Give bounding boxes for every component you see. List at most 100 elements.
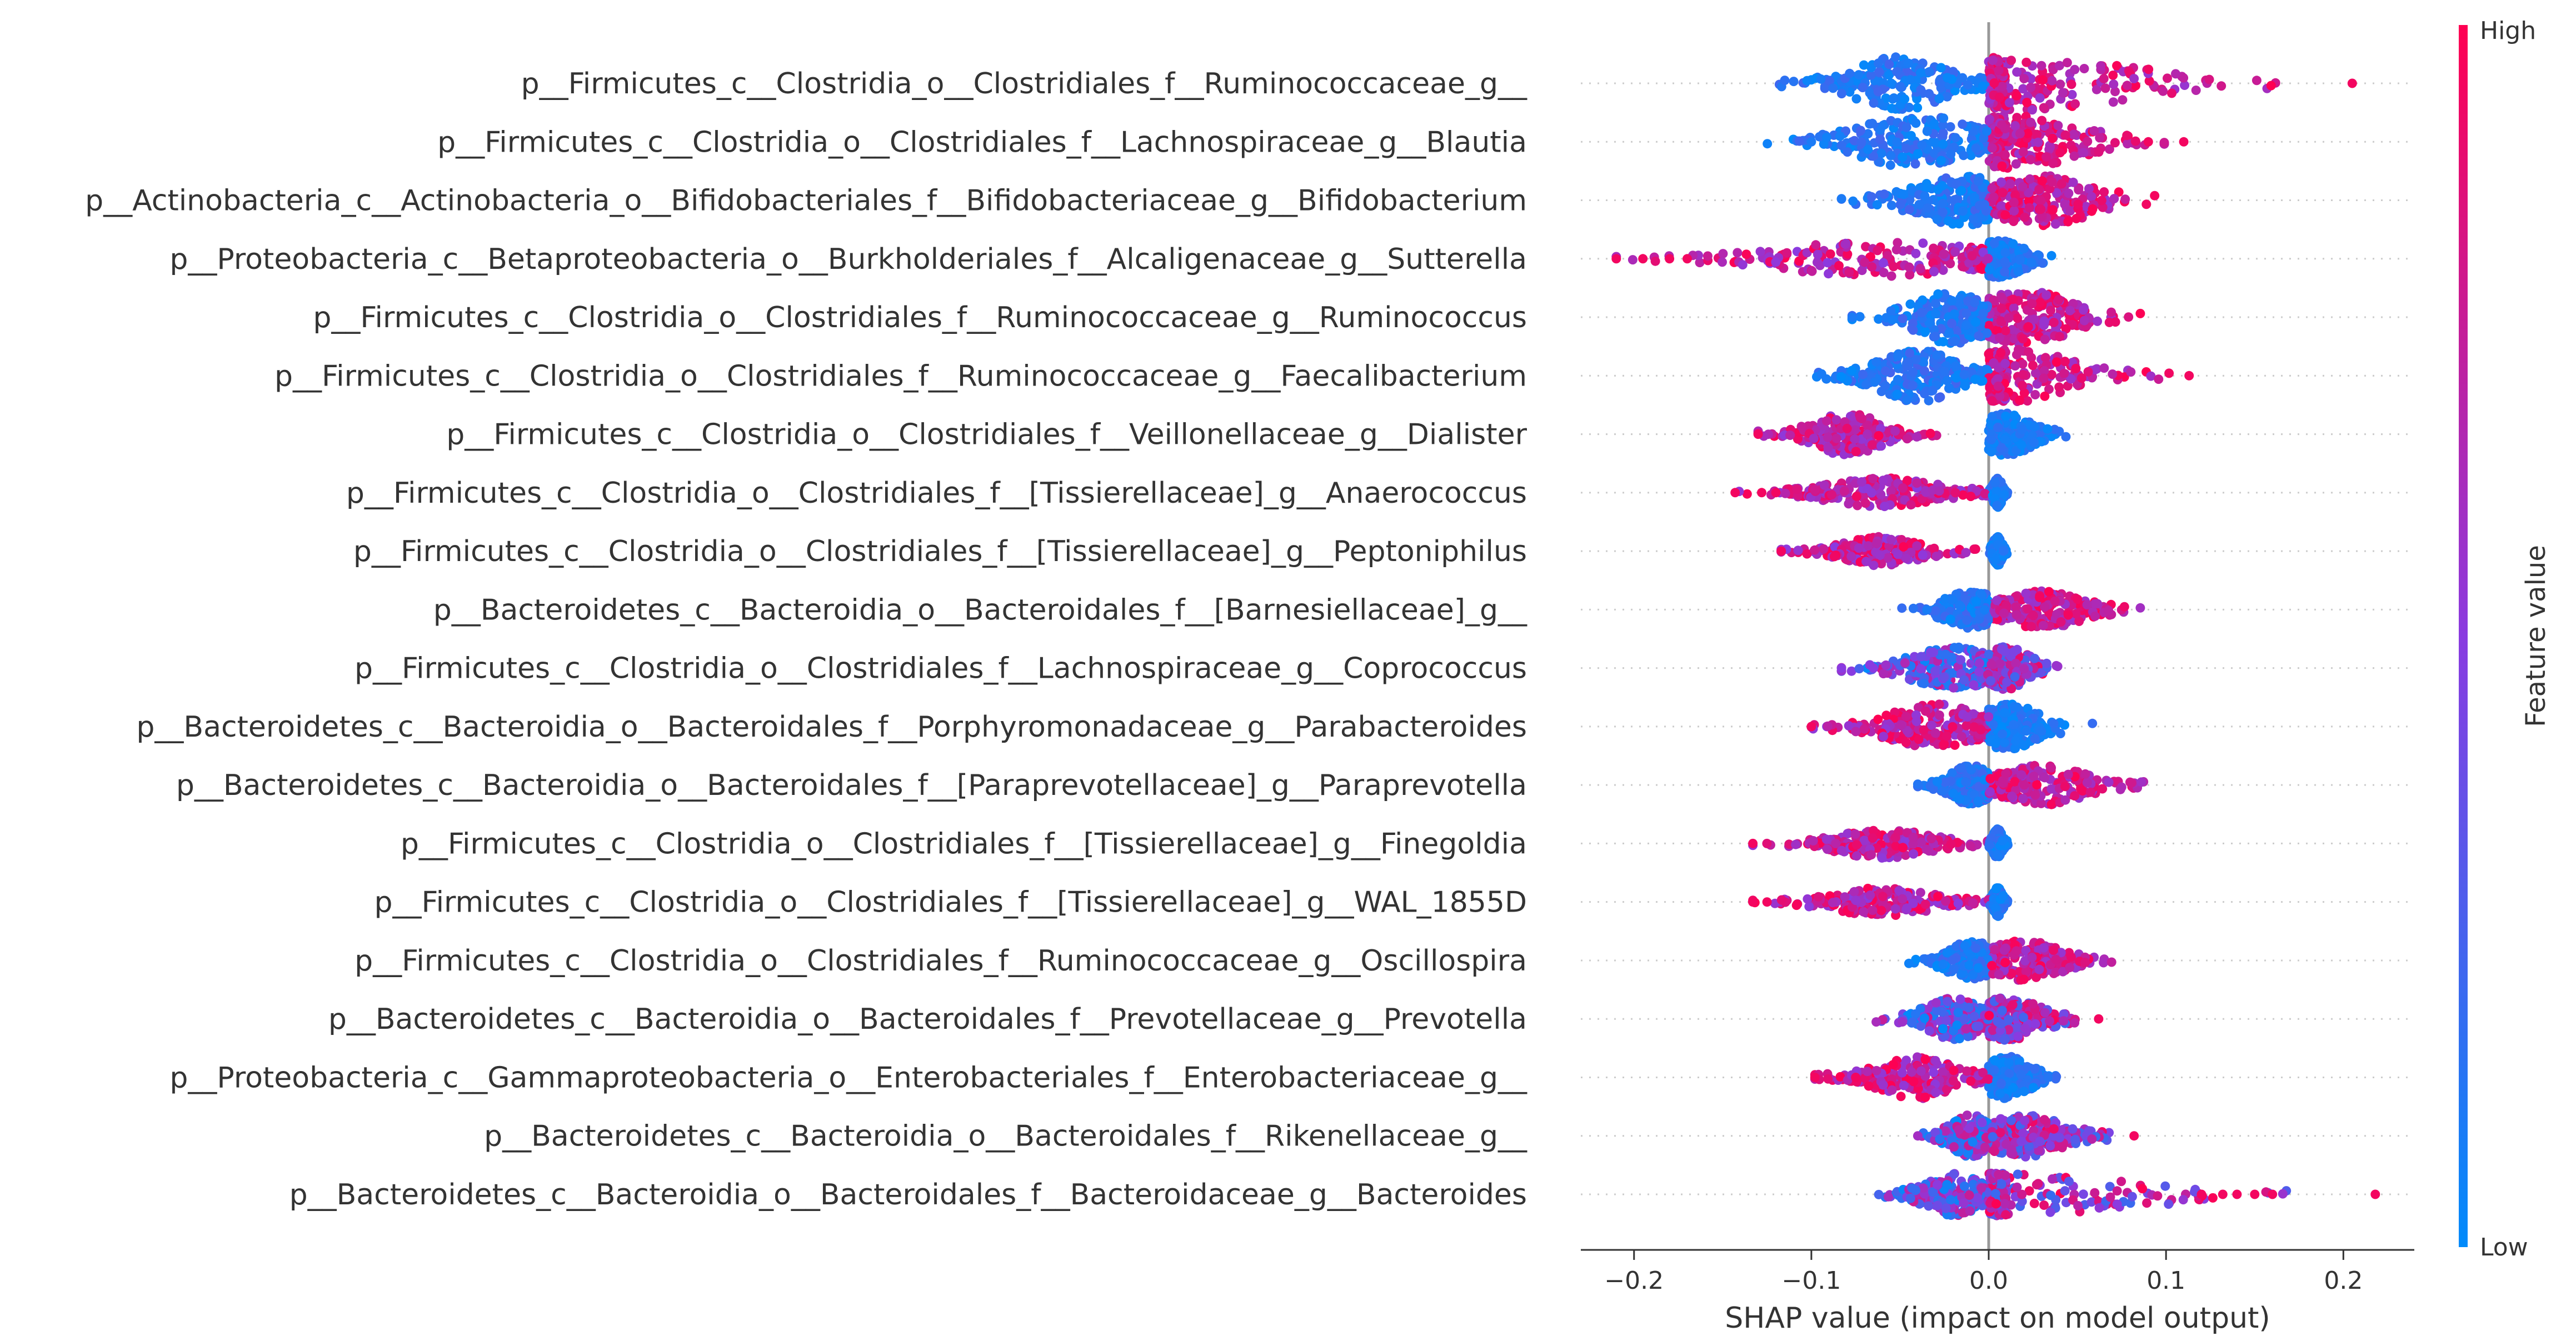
shap-point — [1884, 70, 1894, 80]
shap-point — [2131, 81, 2140, 91]
shap-point — [2012, 67, 2022, 77]
shap-point — [2009, 206, 2019, 216]
shap-outlier-point — [1806, 137, 1816, 147]
shap-point — [2036, 61, 2046, 71]
shap-point — [1885, 160, 1895, 170]
shap-point — [1869, 151, 1879, 161]
shap-point — [2083, 367, 2093, 377]
shap-point — [2167, 88, 2176, 98]
shap-point — [2001, 411, 2011, 421]
shap-point — [2021, 57, 2031, 67]
shap-point — [2050, 596, 2060, 606]
shap-point — [2028, 611, 2038, 621]
shap-point — [1868, 474, 1878, 484]
shap-point — [1895, 82, 1905, 92]
shap-point — [2027, 299, 2037, 309]
shap-point — [1840, 239, 1850, 249]
shap-point — [2054, 294, 2064, 304]
shap-point — [1906, 500, 1916, 510]
shap-point — [2025, 154, 2035, 164]
shap-point — [1986, 676, 1995, 686]
shap-point — [1930, 666, 1940, 676]
shap-point — [1954, 218, 1964, 228]
shap-point — [1935, 392, 1945, 402]
shap-point — [2073, 199, 2083, 209]
shap-point — [1916, 85, 1926, 95]
shap-point — [1900, 94, 1910, 104]
shap-point — [1842, 423, 1852, 433]
shap-point — [1966, 492, 1976, 502]
shap-point — [1865, 88, 1875, 98]
shap-point — [1890, 426, 1900, 436]
shap-point — [1891, 52, 1901, 62]
shap-point — [2000, 646, 2010, 656]
shap-point — [1989, 78, 1999, 88]
shap-point — [2033, 137, 2043, 147]
shap-point — [2018, 370, 2028, 379]
shap-point — [1889, 93, 1899, 103]
shap-point — [2126, 367, 2136, 377]
shap-point — [1782, 248, 1792, 258]
shap-point — [1905, 75, 1915, 85]
shap-point — [2073, 594, 2083, 604]
shap-point — [1934, 94, 1944, 104]
shap-point — [1980, 199, 1990, 209]
shap-point — [1836, 89, 1846, 99]
shap-point — [2055, 79, 2065, 89]
shap-point — [1889, 262, 1899, 272]
shap-point — [2032, 129, 2042, 139]
shap-point — [1792, 484, 1802, 494]
shap-point — [1938, 128, 1948, 138]
shap-point — [2015, 255, 2025, 265]
shap-point — [2043, 424, 2053, 434]
shap-point — [2154, 374, 2164, 384]
shap-point — [2037, 176, 2047, 186]
shap-point — [1915, 263, 1925, 273]
shap-point — [1987, 183, 1997, 193]
shap-point — [1901, 122, 1911, 132]
shap-point — [1992, 501, 2002, 511]
shap-point — [1884, 59, 1894, 69]
shap-point — [1789, 77, 1799, 87]
shap-point — [1930, 606, 1940, 616]
shap-point — [1947, 318, 1957, 328]
shap-point — [2048, 158, 2058, 168]
shap-point — [2180, 81, 2190, 90]
shap-point — [1886, 151, 1896, 161]
shap-point — [1875, 551, 1885, 561]
shap-point — [1996, 177, 2006, 187]
shap-point — [1947, 296, 1957, 306]
shap-point — [2079, 316, 2089, 326]
shap-point — [1971, 143, 1981, 153]
shap-point — [2112, 61, 2122, 71]
shap-point — [2044, 587, 2054, 597]
shap-point — [1823, 442, 1833, 452]
shap-point — [1987, 396, 1997, 406]
shap-point — [1813, 249, 1823, 259]
shap-point — [1810, 484, 1820, 494]
shap-point — [1995, 333, 2005, 343]
shap-point — [1827, 490, 1836, 500]
shap-point — [1980, 605, 1989, 615]
shap-point — [2029, 314, 2039, 324]
shap-point — [1780, 488, 1790, 498]
shap-point — [1997, 120, 2007, 130]
shap-point — [1945, 614, 1955, 624]
shap-point — [2055, 148, 2065, 158]
shap-point — [1976, 589, 1986, 599]
shap-point — [1983, 254, 1993, 263]
shap-point — [2039, 103, 2049, 113]
shap-point — [1969, 192, 1979, 202]
shap-point — [2130, 136, 2140, 146]
shap-point — [1853, 501, 1863, 511]
shap-point — [2095, 133, 2105, 143]
shap-point — [2000, 248, 2010, 258]
shap-point — [1856, 137, 1866, 147]
shap-point — [1910, 159, 1920, 169]
shap-point — [2011, 159, 2021, 169]
shap-point — [1892, 137, 1902, 147]
shap-point — [1996, 303, 2006, 313]
shap-point — [1929, 119, 1939, 129]
shap-point — [2110, 138, 2120, 148]
shap-point — [1974, 667, 1984, 677]
